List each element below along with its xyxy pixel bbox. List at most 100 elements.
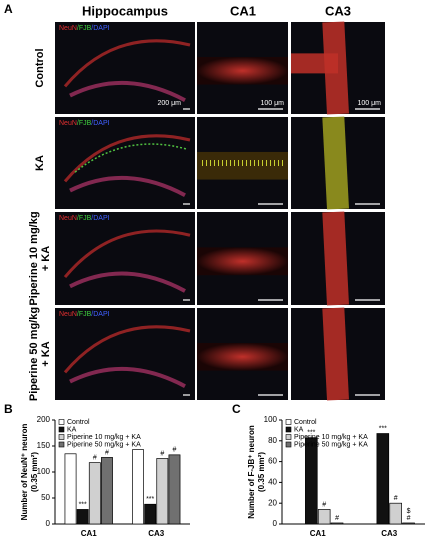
row-label: + KA xyxy=(40,246,52,271)
tissue xyxy=(63,134,191,183)
legend-label: Piperine 10 mg/kg + KA xyxy=(67,434,141,441)
legend-swatch xyxy=(285,419,292,425)
panel-label: A xyxy=(4,2,13,16)
significance-label: # xyxy=(322,501,326,508)
legend-label: Piperine 50 mg/kg + KA xyxy=(294,441,368,448)
tissue xyxy=(63,229,191,279)
row-label: KA xyxy=(34,155,46,171)
legend-label: Control xyxy=(67,419,90,426)
bar xyxy=(88,462,101,525)
legend-swatch xyxy=(58,434,65,440)
stain-part: NeuN xyxy=(59,120,77,127)
legend-label: Control xyxy=(294,419,317,426)
bar xyxy=(376,433,390,525)
y-tick-label: 50 xyxy=(41,493,50,502)
column-header: Hippocampus xyxy=(82,3,168,18)
stain-label: NeuN/FJB/DAPI xyxy=(59,215,110,222)
x-tick-label: CA3 xyxy=(381,529,398,538)
significance-label: *** xyxy=(79,501,87,508)
legend-swatch xyxy=(58,419,65,425)
panel-label: B xyxy=(4,402,13,416)
bar xyxy=(76,509,89,525)
legend-label: KA xyxy=(294,426,304,433)
column-header: CA3 xyxy=(325,3,351,18)
y-tick-label: 20 xyxy=(268,498,277,507)
bar xyxy=(317,509,331,525)
stain-part: NeuN xyxy=(59,215,77,222)
legend-label: Piperine 10 mg/kg + KA xyxy=(294,434,368,441)
significance-label: # xyxy=(173,447,177,454)
tissue xyxy=(322,307,349,401)
stain-part: /FJB xyxy=(77,311,92,318)
tissue xyxy=(63,39,191,88)
significance-label: $ xyxy=(407,508,411,515)
stain-part: /FJB xyxy=(77,120,92,127)
stain-label: NeuN/FJB/DAPI xyxy=(59,120,110,127)
stain-part: /FJB xyxy=(77,25,92,32)
legend-swatch xyxy=(58,426,65,433)
tissue xyxy=(74,143,188,173)
tissue xyxy=(69,175,186,197)
significance-label: # xyxy=(160,450,164,457)
scale-bar-label: 100 μm xyxy=(261,100,285,107)
bar xyxy=(64,453,77,525)
row-label: Control xyxy=(34,48,46,87)
significance-label: # xyxy=(93,454,97,461)
row-label: Piperine 10 mg/kg xyxy=(28,211,40,305)
stain-part: /DAPI xyxy=(91,215,109,222)
legend-label: KA xyxy=(67,426,77,433)
bar xyxy=(156,458,169,525)
y-tick-label: 0 xyxy=(273,519,278,528)
column-header: CA1 xyxy=(230,3,256,18)
scale-bar-label: 200 μm xyxy=(158,100,182,107)
y-tick-label: 150 xyxy=(37,441,51,450)
stain-label: NeuN/FJB/DAPI xyxy=(59,25,110,32)
stain-part: /DAPI xyxy=(91,120,109,127)
significance-label: *** xyxy=(307,430,315,437)
micrograph xyxy=(55,308,195,400)
tissue xyxy=(197,56,288,85)
y-axis-label: Number of NeuN⁺ neuron xyxy=(20,424,29,521)
micrograph xyxy=(55,22,195,114)
micrograph xyxy=(55,117,195,209)
stain-part: NeuN xyxy=(59,25,77,32)
stain-part: /DAPI xyxy=(91,311,109,318)
tissue xyxy=(322,211,349,306)
bar xyxy=(305,437,318,525)
scale-bar-label: 100 μm xyxy=(358,100,382,107)
y-axis-label: Number of F-JB⁺ neuron xyxy=(247,425,256,519)
micrograph xyxy=(55,212,195,305)
stain-label: NeuN/FJB/DAPI xyxy=(59,311,110,318)
tissue xyxy=(69,366,186,388)
tissue xyxy=(197,342,288,371)
significance-label: *** xyxy=(379,425,387,432)
tissue xyxy=(69,80,186,102)
legend-swatch xyxy=(285,434,292,440)
x-tick-label: CA1 xyxy=(310,529,327,538)
legend-swatch xyxy=(285,441,292,448)
legend-label: Piperine 50 mg/kg + KA xyxy=(67,441,141,448)
tissue xyxy=(322,116,349,210)
y-tick-label: 40 xyxy=(268,478,277,487)
y-tick-label: 200 xyxy=(37,415,51,424)
bar xyxy=(389,502,402,525)
row-label: + KA xyxy=(40,341,52,366)
x-tick-label: CA1 xyxy=(81,529,98,538)
x-tick-label: CA3 xyxy=(148,529,165,538)
bar xyxy=(402,522,415,525)
bar xyxy=(330,522,344,525)
tissue xyxy=(69,271,186,293)
stain-part: /FJB xyxy=(77,215,92,222)
y-tick-label: 100 xyxy=(264,415,278,424)
stain-part: /DAPI xyxy=(91,25,109,32)
legend-swatch xyxy=(285,426,292,433)
tissue xyxy=(197,247,288,276)
y-tick-label: 60 xyxy=(268,457,277,466)
significance-label: *** xyxy=(146,496,154,503)
bar xyxy=(144,503,157,525)
stain-part: NeuN xyxy=(59,311,77,318)
significance-label: # xyxy=(335,515,339,522)
y-axis-label: (0.35 mm²) xyxy=(257,452,266,492)
bar xyxy=(101,457,113,525)
